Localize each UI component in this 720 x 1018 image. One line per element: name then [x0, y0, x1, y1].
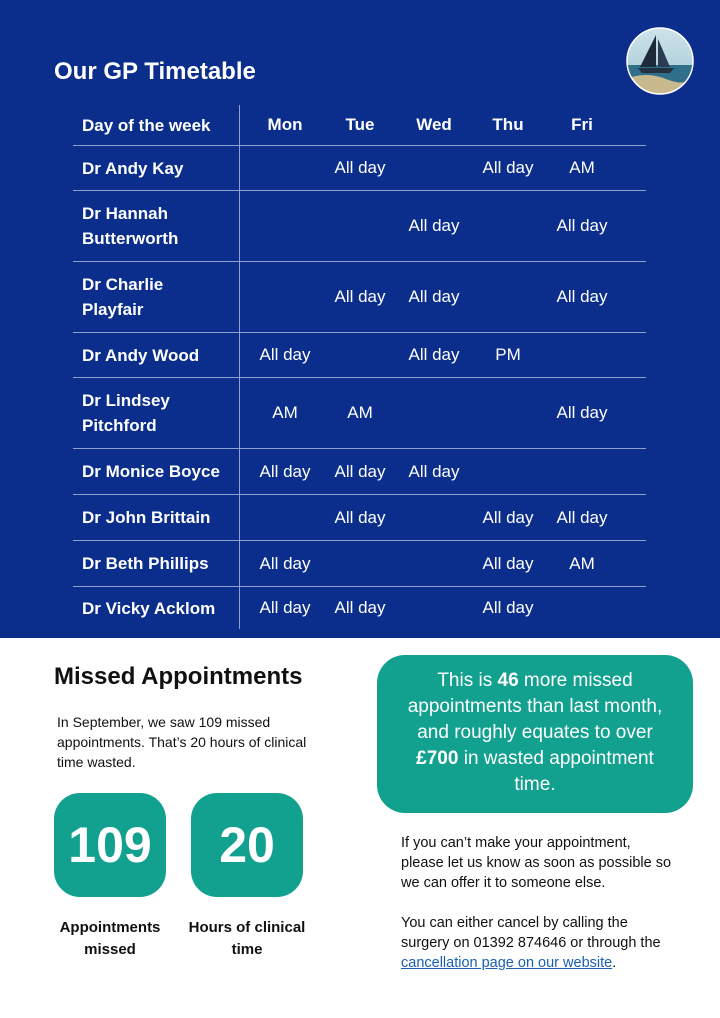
callout-text: This is — [437, 670, 498, 691]
doctor-name: Dr Beth Phillips — [73, 541, 240, 586]
schedule-cell: All day — [334, 598, 386, 617]
callout-highlight: £700 — [416, 748, 459, 769]
stat-label: Hours of clinical time — [188, 919, 306, 958]
schedule-cell: All day — [334, 287, 386, 306]
schedule-cell: All day — [408, 287, 460, 306]
schedule-cell: All day — [259, 553, 311, 573]
column-header: Tue — [345, 115, 375, 134]
intro-text: In September, we saw 109 missed appointm… — [57, 714, 307, 770]
callout-text: more missed appointments than last month… — [407, 670, 663, 743]
page-title: Our GP Timetable — [54, 58, 256, 85]
schedule-cell: All day — [482, 507, 534, 527]
schedule-cell: All day — [556, 507, 608, 527]
info-text: You can either cancel by calling the sur… — [401, 913, 676, 973]
callout: This is 46 more missed appointments than… — [377, 655, 693, 813]
table-row: Dr Beth Phillips All day All day AM — [73, 541, 646, 587]
timetable: Day of the week Mon Tue Wed Thu Fri Dr Andy Ka… — [73, 105, 646, 629]
table-row: Dr Lindsey Pitchford AM AM All day — [73, 378, 646, 449]
header-row: Day of the week Mon Tue Wed Thu Fri — [73, 105, 646, 146]
timetable-section: Our GP Timetable Day of the week Mon Tue We… — [0, 0, 720, 638]
schedule-cell: All day — [408, 461, 460, 481]
schedule-cell: AM — [347, 403, 373, 422]
doctor-name: Dr John Brittain — [73, 495, 240, 540]
schedule-cell: All day — [556, 216, 608, 235]
schedule-cell: All day — [259, 461, 311, 481]
doctor-name: Dr Vicky Acklom — [73, 587, 240, 629]
doctor-name: Dr Lindsey Pitchford — [73, 378, 240, 448]
schedule-cell: All day — [408, 345, 460, 364]
schedule-cell: All day — [334, 507, 386, 527]
info-text: You can either cancel by calling the sur… — [401, 915, 661, 951]
schedule-cell: AM — [569, 553, 595, 573]
column-header: Wed — [416, 115, 452, 134]
callout-text: in wasted appointment time. — [458, 748, 654, 795]
stat-box: 109 — [54, 793, 166, 897]
table-row: Dr Hannah Butterworth All day All day — [73, 191, 646, 262]
schedule-cell: All day — [482, 158, 534, 177]
table-row: Dr Vicky Acklom All day All day All day — [73, 587, 646, 629]
schedule-cell: AM — [272, 403, 298, 422]
column-header: Mon — [267, 115, 303, 134]
schedule-cell: All day — [482, 598, 534, 617]
table-row: Dr Monice Boyce All day All day All day — [73, 449, 646, 495]
doctor-name: Dr Andy Wood — [73, 333, 240, 377]
cancellation-link[interactable]: cancellation page on our website — [401, 955, 613, 971]
schedule-cell: All day — [259, 345, 311, 364]
schedule-cell: All day — [334, 461, 386, 481]
logo — [626, 27, 694, 95]
column-header: Fri — [571, 115, 593, 134]
schedule-cell: PM — [495, 345, 521, 364]
schedule-cell: All day — [334, 158, 386, 177]
stat-box: 20 — [191, 793, 303, 897]
schedule-cell: All day — [556, 403, 608, 422]
doctor-name: Dr Charlie Playfair — [73, 262, 240, 332]
table-row: Dr John Brittain All day All day All day — [73, 495, 646, 541]
table-row: Dr Andy Wood All day All day PM — [73, 333, 646, 378]
stat-label: Appointments missed — [59, 919, 161, 958]
schedule-cell: All day — [482, 553, 534, 573]
schedule-cell: All day — [556, 287, 608, 306]
info-text: . — [612, 955, 617, 971]
info-text: If you can’t make your appointment, plea… — [401, 835, 672, 891]
column-header: Thu — [492, 115, 524, 134]
table-row: Dr Andy Kay All day All day AM — [73, 146, 646, 191]
section-title: Missed Appointments — [54, 663, 303, 690]
table-row: Dr Charlie Playfair All day All day All day — [73, 262, 646, 333]
doctor-name: Dr Hannah Butterworth — [73, 191, 240, 261]
callout-highlight: 46 — [497, 670, 519, 691]
column-header: Day of the week — [73, 105, 240, 145]
doctor-name: Dr Andy Kay — [73, 146, 240, 190]
doctor-name: Dr Monice Boyce — [73, 449, 240, 494]
schedule-cell: All day — [259, 598, 311, 617]
schedule-cell: All day — [408, 216, 460, 235]
schedule-cell: AM — [569, 158, 595, 177]
